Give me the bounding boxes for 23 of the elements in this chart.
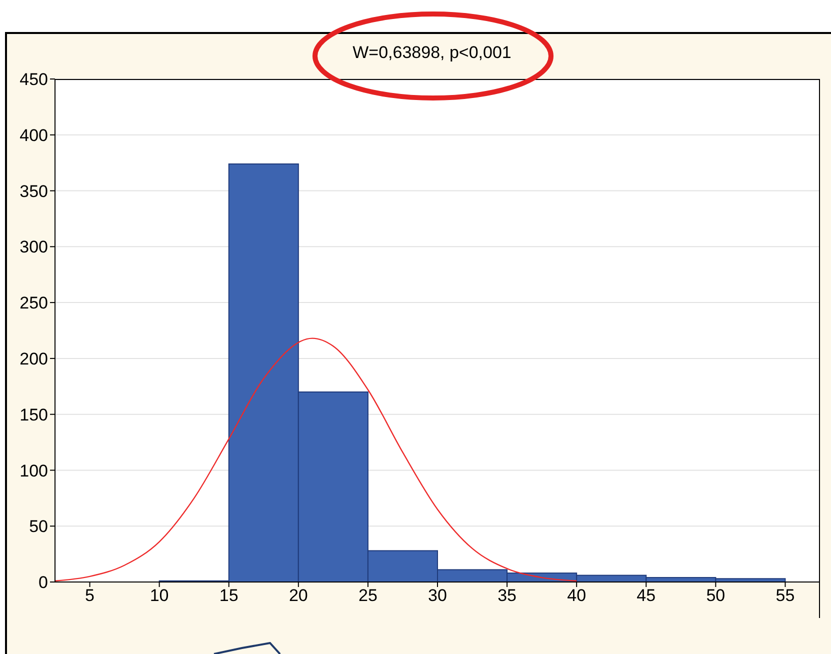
y-tick-label: 250 [20,294,48,313]
y-tick-label: 400 [20,126,48,145]
y-tick-label: 200 [20,349,48,368]
y-tick-label: 450 [20,70,48,90]
y-tick-label: 100 [20,461,48,480]
x-tick-label: 30 [428,586,447,606]
y-tick-label: 50 [29,517,48,536]
y-tick-label: 300 [20,238,48,257]
x-tick-label: 55 [776,586,795,606]
x-tick-label: 15 [219,586,238,606]
y-tick-label: 350 [20,182,48,201]
y-tick-label: 0 [38,573,48,592]
x-tick-label: 10 [150,586,169,606]
x-tick-label: 25 [358,586,378,606]
chart-title: W=0,63898, p<0,001 [352,43,512,63]
y-tick-label: 150 [20,405,48,424]
x-tick-label: 45 [636,586,656,606]
x-tick-label: 20 [288,586,308,606]
x-tick-label: 5 [85,586,95,606]
x-tick-label: 50 [706,586,726,606]
line-series [55,338,578,582]
x-tick-label: 40 [567,586,586,606]
x-tick-label: 35 [498,586,517,606]
